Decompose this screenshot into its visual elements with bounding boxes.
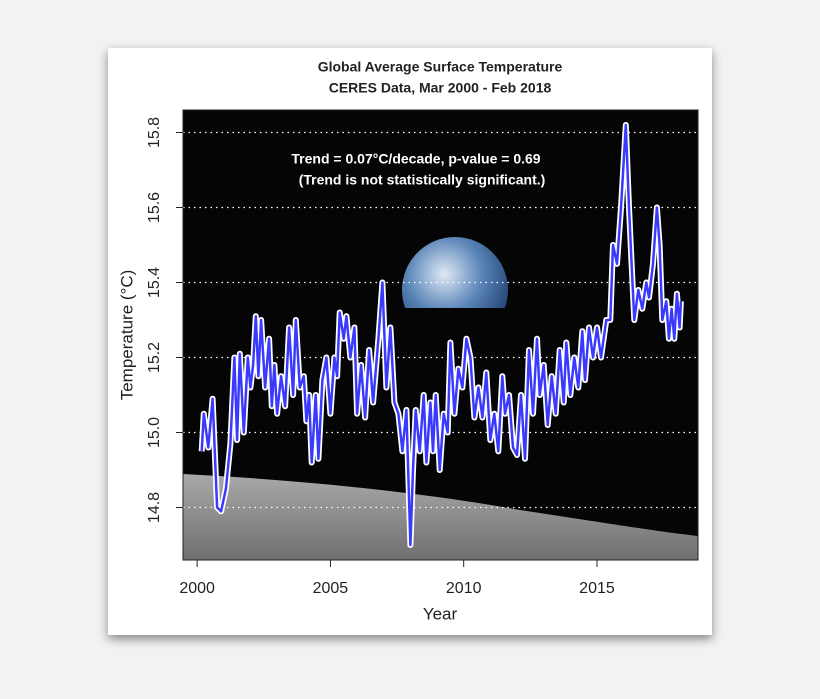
y-tick-label: 15.8 bbox=[146, 117, 163, 148]
moon-surface bbox=[183, 474, 698, 560]
y-axis-label: Temperature (°C) bbox=[117, 270, 136, 401]
background-photo bbox=[183, 110, 698, 560]
annotation: Trend = 0.07°C/decade, p-value = 0.69 bbox=[291, 151, 540, 167]
y-tick-label: 15.0 bbox=[146, 417, 163, 448]
y-tick-label: 15.2 bbox=[146, 342, 163, 373]
x-tick-label: 2015 bbox=[579, 580, 615, 597]
y-tick-label: 15.6 bbox=[146, 192, 163, 223]
plot-frame bbox=[182, 109, 699, 561]
x-tick-label: 2005 bbox=[313, 580, 349, 597]
chart-title: Global Average Surface Temperature bbox=[318, 59, 563, 75]
x-tick-label: 2010 bbox=[446, 580, 482, 597]
annotation: (Trend is not statistically significant.… bbox=[299, 172, 546, 188]
x-tick-label: 2000 bbox=[179, 580, 215, 597]
earth bbox=[402, 237, 508, 308]
chart-subtitle: CERES Data, Mar 2000 - Feb 2018 bbox=[329, 80, 552, 96]
y-tick-label: 15.4 bbox=[146, 267, 163, 298]
y-tick-label: 14.8 bbox=[146, 492, 163, 523]
data-line bbox=[200, 123, 683, 547]
x-axis-label: Year bbox=[423, 604, 458, 623]
